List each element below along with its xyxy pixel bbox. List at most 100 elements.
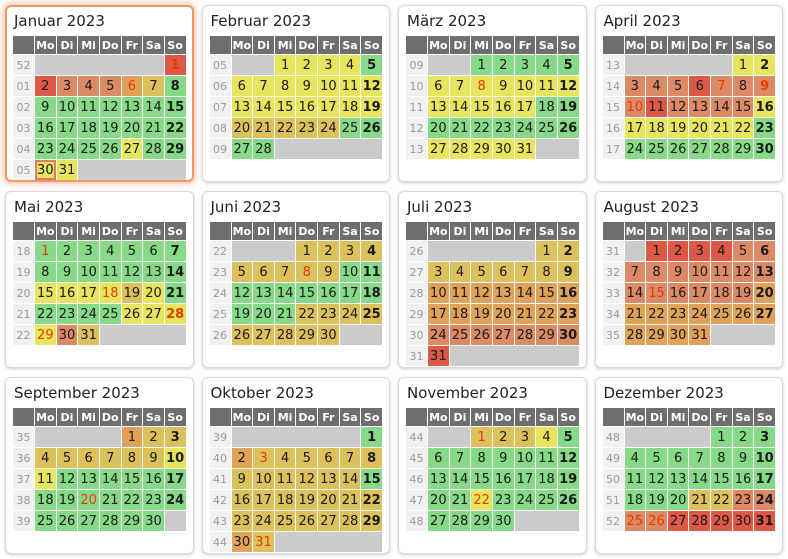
- day-cell[interactable]: 23: [557, 304, 579, 324]
- day-cell[interactable]: 1: [711, 427, 732, 447]
- day-cell[interactable]: 13: [754, 262, 775, 282]
- day-cell[interactable]: 14: [711, 97, 732, 117]
- day-cell[interactable]: 13: [428, 469, 449, 489]
- day-cell[interactable]: 27: [121, 139, 143, 159]
- day-cell[interactable]: 25: [99, 304, 121, 324]
- day-cell[interactable]: 2: [492, 55, 514, 75]
- day-cell[interactable]: 6: [318, 448, 339, 468]
- day-cell[interactable]: 1: [361, 427, 382, 447]
- day-cell[interactable]: 6: [754, 241, 775, 261]
- day-cell[interactable]: 9: [492, 448, 514, 468]
- day-cell[interactable]: 29: [361, 511, 382, 531]
- day-cell[interactable]: 2: [492, 427, 514, 447]
- day-cell[interactable]: 8: [646, 262, 667, 282]
- day-cell[interactable]: 3: [624, 76, 646, 96]
- day-cell[interactable]: 6: [78, 448, 99, 468]
- day-cell[interactable]: 22: [361, 490, 382, 510]
- day-cell[interactable]: 8: [164, 76, 186, 96]
- day-cell[interactable]: 10: [56, 97, 78, 117]
- day-cell[interactable]: 31: [428, 346, 449, 366]
- day-cell[interactable]: 9: [35, 97, 56, 117]
- day-cell[interactable]: 8: [471, 76, 492, 96]
- day-cell[interactable]: 30: [557, 325, 579, 345]
- day-cell[interactable]: 15: [536, 283, 557, 303]
- day-cell[interactable]: 15: [471, 469, 492, 489]
- day-cell[interactable]: 7: [449, 448, 471, 468]
- day-cell[interactable]: 5: [471, 262, 492, 282]
- day-cell[interactable]: 28: [689, 511, 711, 531]
- day-cell[interactable]: 19: [121, 283, 143, 303]
- day-cell[interactable]: 12: [121, 262, 143, 282]
- day-cell[interactable]: 4: [35, 448, 56, 468]
- day-cell[interactable]: 22: [35, 304, 56, 324]
- day-cell[interactable]: 26: [732, 304, 754, 324]
- day-cell[interactable]: 7: [514, 262, 536, 282]
- day-cell[interactable]: 2: [296, 55, 318, 75]
- day-cell[interactable]: 21: [449, 118, 471, 138]
- day-cell[interactable]: 12: [732, 262, 754, 282]
- day-cell[interactable]: 20: [231, 118, 253, 138]
- day-cell[interactable]: 21: [99, 490, 121, 510]
- day-cell[interactable]: 26: [56, 511, 78, 531]
- day-cell[interactable]: 18: [361, 283, 382, 303]
- day-cell[interactable]: 30: [492, 511, 514, 531]
- day-cell[interactable]: 22: [164, 118, 186, 138]
- day-cell[interactable]: 16: [56, 283, 78, 303]
- day-cell[interactable]: 23: [318, 304, 339, 324]
- day-cell[interactable]: 13: [318, 469, 339, 489]
- day-cell[interactable]: 20: [78, 490, 99, 510]
- day-cell[interactable]: 2: [754, 55, 775, 75]
- day-cell[interactable]: 8: [471, 448, 492, 468]
- day-cell[interactable]: 10: [514, 76, 536, 96]
- day-cell[interactable]: 25: [449, 325, 471, 345]
- day-cell[interactable]: 7: [99, 448, 121, 468]
- day-cell[interactable]: 13: [667, 469, 689, 489]
- day-cell[interactable]: 9: [754, 76, 775, 96]
- day-cell[interactable]: 23: [35, 139, 56, 159]
- day-cell[interactable]: 9: [296, 76, 318, 96]
- day-cell[interactable]: 4: [624, 448, 646, 468]
- day-cell[interactable]: 29: [35, 325, 56, 345]
- day-cell[interactable]: 15: [164, 97, 186, 117]
- day-cell[interactable]: 13: [231, 97, 253, 117]
- day-cell[interactable]: 30: [667, 325, 689, 345]
- day-cell[interactable]: 28: [449, 139, 471, 159]
- day-cell[interactable]: 20: [689, 118, 711, 138]
- day-cell[interactable]: 28: [624, 325, 646, 345]
- day-cell[interactable]: 26: [231, 325, 253, 345]
- day-cell[interactable]: 2: [35, 76, 56, 96]
- day-cell[interactable]: 14: [274, 283, 296, 303]
- day-cell[interactable]: 1: [471, 55, 492, 75]
- day-cell[interactable]: 14: [164, 262, 186, 282]
- day-cell[interactable]: 20: [253, 304, 274, 324]
- day-cell[interactable]: 29: [711, 511, 732, 531]
- day-cell[interactable]: 12: [557, 76, 579, 96]
- day-cell-today[interactable]: 30: [35, 160, 56, 180]
- day-cell[interactable]: 26: [471, 325, 492, 345]
- day-cell[interactable]: 11: [449, 283, 471, 303]
- day-cell[interactable]: 24: [514, 490, 536, 510]
- day-cell[interactable]: 8: [35, 262, 56, 282]
- day-cell[interactable]: 25: [274, 511, 296, 531]
- day-cell[interactable]: 10: [514, 448, 536, 468]
- day-cell[interactable]: 8: [711, 448, 732, 468]
- day-cell[interactable]: 17: [514, 469, 536, 489]
- day-cell[interactable]: 7: [274, 262, 296, 282]
- day-cell[interactable]: 26: [646, 511, 667, 531]
- day-cell[interactable]: 29: [296, 325, 318, 345]
- day-cell[interactable]: 30: [231, 532, 253, 552]
- day-cell[interactable]: 28: [99, 511, 121, 531]
- day-cell[interactable]: 2: [667, 241, 689, 261]
- day-cell[interactable]: 5: [231, 262, 253, 282]
- day-cell[interactable]: 14: [514, 283, 536, 303]
- day-cell[interactable]: 16: [231, 490, 253, 510]
- day-cell[interactable]: 31: [78, 325, 99, 345]
- day-cell[interactable]: 13: [143, 262, 164, 282]
- day-cell[interactable]: 19: [646, 490, 667, 510]
- day-cell[interactable]: 11: [536, 76, 557, 96]
- day-cell[interactable]: 11: [711, 262, 732, 282]
- day-cell[interactable]: 4: [78, 76, 99, 96]
- day-cell[interactable]: 24: [624, 139, 646, 159]
- day-cell[interactable]: 8: [274, 76, 296, 96]
- day-cell[interactable]: 18: [274, 490, 296, 510]
